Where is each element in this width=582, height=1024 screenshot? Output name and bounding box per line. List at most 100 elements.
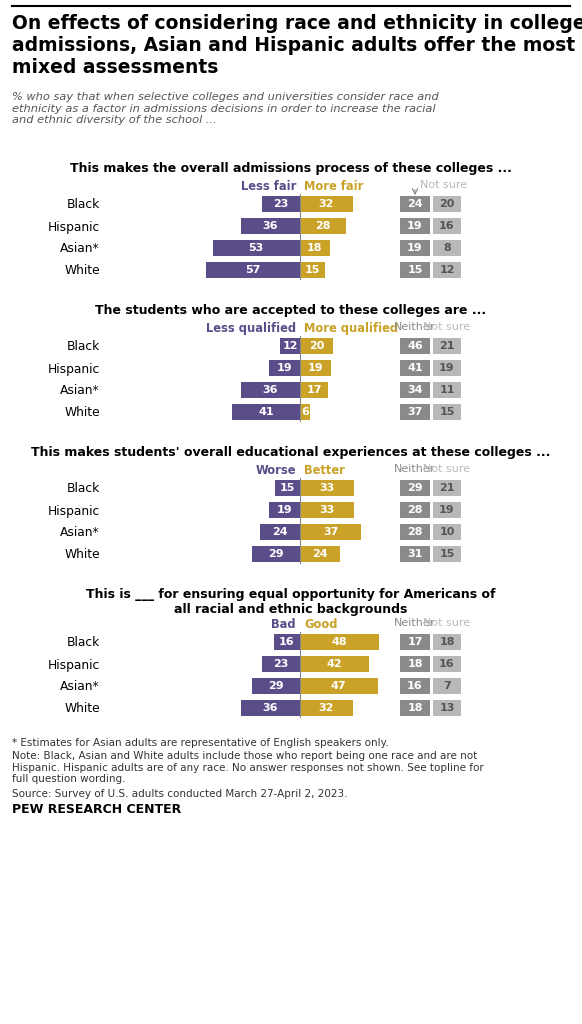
Text: 19: 19 xyxy=(308,362,324,373)
Text: Less fair: Less fair xyxy=(240,180,296,193)
Bar xyxy=(280,338,300,354)
Text: Asian*: Asian* xyxy=(61,243,100,256)
Text: Worse: Worse xyxy=(255,464,296,477)
Bar xyxy=(300,678,378,694)
Text: 18: 18 xyxy=(439,637,455,647)
Text: 19: 19 xyxy=(439,362,455,373)
Text: Not sure: Not sure xyxy=(424,618,471,628)
Text: 16: 16 xyxy=(279,637,294,647)
Bar xyxy=(300,524,361,540)
Text: Hispanic: Hispanic xyxy=(48,658,100,672)
Text: White: White xyxy=(65,264,100,278)
Text: Not sure: Not sure xyxy=(420,180,467,190)
Bar xyxy=(400,404,430,420)
Bar xyxy=(274,634,300,650)
Text: This makes students' overall educational experiences at these colleges ...: This makes students' overall educational… xyxy=(31,446,551,459)
Bar xyxy=(400,262,430,278)
Text: 42: 42 xyxy=(327,659,342,669)
Text: 41: 41 xyxy=(407,362,423,373)
Text: 23: 23 xyxy=(274,659,289,669)
Text: 15: 15 xyxy=(439,407,455,417)
Bar xyxy=(433,480,461,496)
Text: 36: 36 xyxy=(262,221,278,231)
Text: Asian*: Asian* xyxy=(61,384,100,397)
Text: PEW RESEARCH CENTER: PEW RESEARCH CENTER xyxy=(12,803,181,816)
Bar xyxy=(433,240,461,256)
Bar xyxy=(433,656,461,672)
Text: Not sure: Not sure xyxy=(424,322,471,332)
Text: Hispanic: Hispanic xyxy=(48,220,100,233)
Text: 11: 11 xyxy=(439,385,455,395)
Bar xyxy=(433,634,461,650)
Bar xyxy=(400,700,430,716)
Text: 15: 15 xyxy=(439,549,455,559)
Bar xyxy=(400,360,430,376)
Bar xyxy=(300,480,354,496)
Text: Source: Survey of U.S. adults conducted March 27-April 2, 2023.: Source: Survey of U.S. adults conducted … xyxy=(12,790,347,799)
Text: 13: 13 xyxy=(439,703,455,713)
Text: 41: 41 xyxy=(258,407,274,417)
Bar xyxy=(300,634,379,650)
Text: 15: 15 xyxy=(305,265,320,275)
Bar xyxy=(212,240,300,256)
Text: 12: 12 xyxy=(282,341,298,351)
Text: 34: 34 xyxy=(407,385,423,395)
Text: The students who are accepted to these colleges are ...: The students who are accepted to these c… xyxy=(95,304,487,317)
Bar xyxy=(300,196,353,212)
Text: 33: 33 xyxy=(320,483,335,493)
Text: Bad: Bad xyxy=(271,618,296,631)
Text: Asian*: Asian* xyxy=(61,526,100,540)
Bar xyxy=(400,382,430,398)
Bar xyxy=(300,404,310,420)
Text: Black: Black xyxy=(67,637,100,649)
Text: 48: 48 xyxy=(332,637,347,647)
Bar xyxy=(300,360,331,376)
Text: 23: 23 xyxy=(274,199,289,209)
Text: Neither: Neither xyxy=(395,322,436,332)
Bar xyxy=(433,524,461,540)
Bar xyxy=(400,634,430,650)
Text: 47: 47 xyxy=(331,681,347,691)
Bar xyxy=(300,338,333,354)
Bar xyxy=(260,524,300,540)
Bar xyxy=(252,678,300,694)
Text: Good: Good xyxy=(304,618,338,631)
Text: Hispanic: Hispanic xyxy=(48,505,100,517)
Text: 28: 28 xyxy=(407,505,423,515)
Text: White: White xyxy=(65,549,100,561)
Text: 18: 18 xyxy=(307,243,322,253)
Text: 19: 19 xyxy=(407,221,423,231)
Text: 19: 19 xyxy=(439,505,455,515)
Text: 21: 21 xyxy=(439,483,455,493)
Text: 16: 16 xyxy=(439,659,455,669)
Bar xyxy=(433,382,461,398)
Text: 8: 8 xyxy=(443,243,451,253)
Bar xyxy=(232,404,300,420)
Text: Neither: Neither xyxy=(395,464,436,474)
Text: Note: Black, Asian and White adults include those who report being one race and : Note: Black, Asian and White adults incl… xyxy=(12,751,484,784)
Text: On effects of considering race and ethnicity in college
admissions, Asian and Hi: On effects of considering race and ethni… xyxy=(12,14,582,77)
Text: Better: Better xyxy=(304,464,345,477)
Bar xyxy=(252,546,300,562)
Bar xyxy=(433,404,461,420)
Text: 15: 15 xyxy=(407,265,423,275)
Bar xyxy=(433,360,461,376)
Text: Hispanic: Hispanic xyxy=(48,362,100,376)
Bar xyxy=(262,656,300,672)
Text: Not sure: Not sure xyxy=(424,464,471,474)
Text: 36: 36 xyxy=(262,703,278,713)
Text: 18: 18 xyxy=(407,703,423,713)
Bar xyxy=(400,196,430,212)
Bar xyxy=(269,360,300,376)
Bar xyxy=(400,524,430,540)
Text: More fair: More fair xyxy=(304,180,363,193)
Text: 32: 32 xyxy=(319,199,334,209)
Bar xyxy=(400,678,430,694)
Text: 32: 32 xyxy=(319,703,334,713)
Text: % who say that when selective colleges and universities consider race and
ethnic: % who say that when selective colleges a… xyxy=(12,92,439,125)
Text: 6: 6 xyxy=(301,407,309,417)
Bar xyxy=(300,546,340,562)
Text: 29: 29 xyxy=(268,681,284,691)
Text: 19: 19 xyxy=(407,243,423,253)
Text: White: White xyxy=(65,702,100,716)
